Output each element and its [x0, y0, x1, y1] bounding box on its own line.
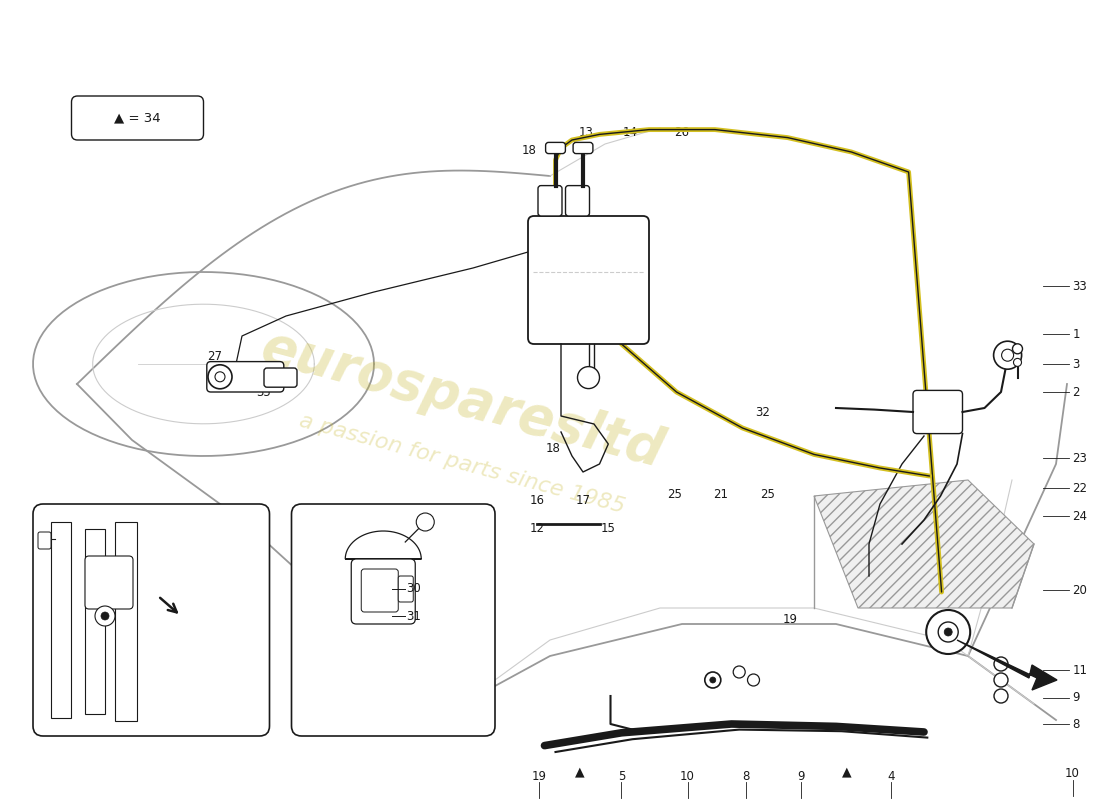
Text: 29: 29 — [97, 512, 112, 525]
Text: 2: 2 — [1072, 386, 1080, 398]
Text: 8: 8 — [742, 770, 749, 782]
Text: 14: 14 — [623, 126, 638, 138]
Text: 24: 24 — [1072, 510, 1088, 522]
Text: 35: 35 — [256, 386, 272, 398]
Text: 30: 30 — [407, 582, 421, 595]
FancyBboxPatch shape — [33, 504, 270, 736]
Text: 26: 26 — [674, 126, 690, 138]
Text: ▲: ▲ — [575, 766, 584, 778]
Text: 33: 33 — [1072, 280, 1087, 293]
FancyBboxPatch shape — [546, 142, 565, 154]
Text: 25: 25 — [667, 488, 682, 501]
FancyBboxPatch shape — [398, 576, 414, 602]
Circle shape — [208, 365, 232, 389]
Circle shape — [994, 673, 1008, 687]
Text: 11: 11 — [1072, 664, 1088, 677]
Text: 18: 18 — [546, 442, 561, 454]
Polygon shape — [957, 640, 1057, 690]
FancyBboxPatch shape — [528, 216, 649, 344]
Circle shape — [710, 677, 716, 683]
Circle shape — [101, 612, 109, 620]
Text: 3: 3 — [1072, 358, 1080, 370]
FancyBboxPatch shape — [361, 569, 398, 612]
Text: 9: 9 — [798, 770, 804, 782]
Text: 30: 30 — [427, 618, 442, 630]
Circle shape — [705, 672, 720, 688]
FancyBboxPatch shape — [264, 368, 297, 387]
Circle shape — [578, 366, 600, 389]
Text: 32: 32 — [755, 406, 770, 418]
FancyBboxPatch shape — [292, 504, 495, 736]
Circle shape — [416, 513, 434, 531]
Circle shape — [994, 689, 1008, 703]
Text: 4: 4 — [888, 770, 894, 782]
Circle shape — [938, 622, 958, 642]
Text: 23: 23 — [1072, 452, 1088, 465]
Polygon shape — [85, 529, 104, 714]
Text: 10: 10 — [680, 770, 695, 782]
Text: ▲: ▲ — [843, 766, 851, 778]
Circle shape — [1002, 349, 1013, 362]
Text: 1: 1 — [1072, 328, 1080, 341]
FancyBboxPatch shape — [573, 142, 593, 154]
Text: 5: 5 — [618, 770, 625, 782]
Text: eurosparesltd: eurosparesltd — [255, 322, 669, 478]
Text: 13: 13 — [579, 126, 594, 138]
Polygon shape — [814, 480, 1034, 608]
Text: 28: 28 — [141, 512, 156, 525]
Circle shape — [993, 341, 1022, 370]
Text: 17: 17 — [575, 494, 591, 506]
FancyBboxPatch shape — [207, 362, 284, 392]
Circle shape — [214, 372, 225, 382]
Circle shape — [95, 606, 116, 626]
Circle shape — [926, 610, 970, 654]
Text: 19: 19 — [782, 613, 797, 626]
FancyBboxPatch shape — [39, 532, 51, 549]
Text: 19: 19 — [531, 770, 547, 782]
Text: 31: 31 — [407, 610, 421, 622]
Text: 10: 10 — [1065, 767, 1080, 780]
Circle shape — [944, 628, 953, 636]
Circle shape — [1013, 358, 1022, 366]
FancyBboxPatch shape — [85, 556, 133, 609]
Text: 22: 22 — [1072, 482, 1088, 494]
FancyBboxPatch shape — [913, 390, 962, 434]
Text: a passion for parts since 1985: a passion for parts since 1985 — [297, 411, 627, 517]
FancyBboxPatch shape — [72, 96, 204, 140]
Text: ▲ = 34: ▲ = 34 — [114, 111, 161, 125]
Circle shape — [994, 657, 1008, 671]
Text: 31: 31 — [427, 574, 442, 586]
Polygon shape — [116, 522, 138, 721]
Text: 16: 16 — [529, 494, 544, 506]
Text: 20: 20 — [1072, 584, 1088, 597]
FancyBboxPatch shape — [351, 559, 416, 624]
Text: 8: 8 — [1072, 718, 1080, 730]
FancyBboxPatch shape — [538, 186, 562, 216]
Text: 9: 9 — [1072, 691, 1080, 704]
Text: 25: 25 — [760, 488, 775, 501]
Text: 12: 12 — [529, 522, 544, 534]
Text: 15: 15 — [601, 522, 616, 534]
Text: 27: 27 — [207, 350, 222, 362]
Text: 18: 18 — [521, 144, 537, 157]
Polygon shape — [345, 531, 421, 559]
Circle shape — [1012, 344, 1023, 354]
Polygon shape — [51, 522, 72, 718]
Text: 21: 21 — [713, 488, 728, 501]
Circle shape — [748, 674, 759, 686]
FancyBboxPatch shape — [565, 186, 590, 216]
Circle shape — [734, 666, 745, 678]
